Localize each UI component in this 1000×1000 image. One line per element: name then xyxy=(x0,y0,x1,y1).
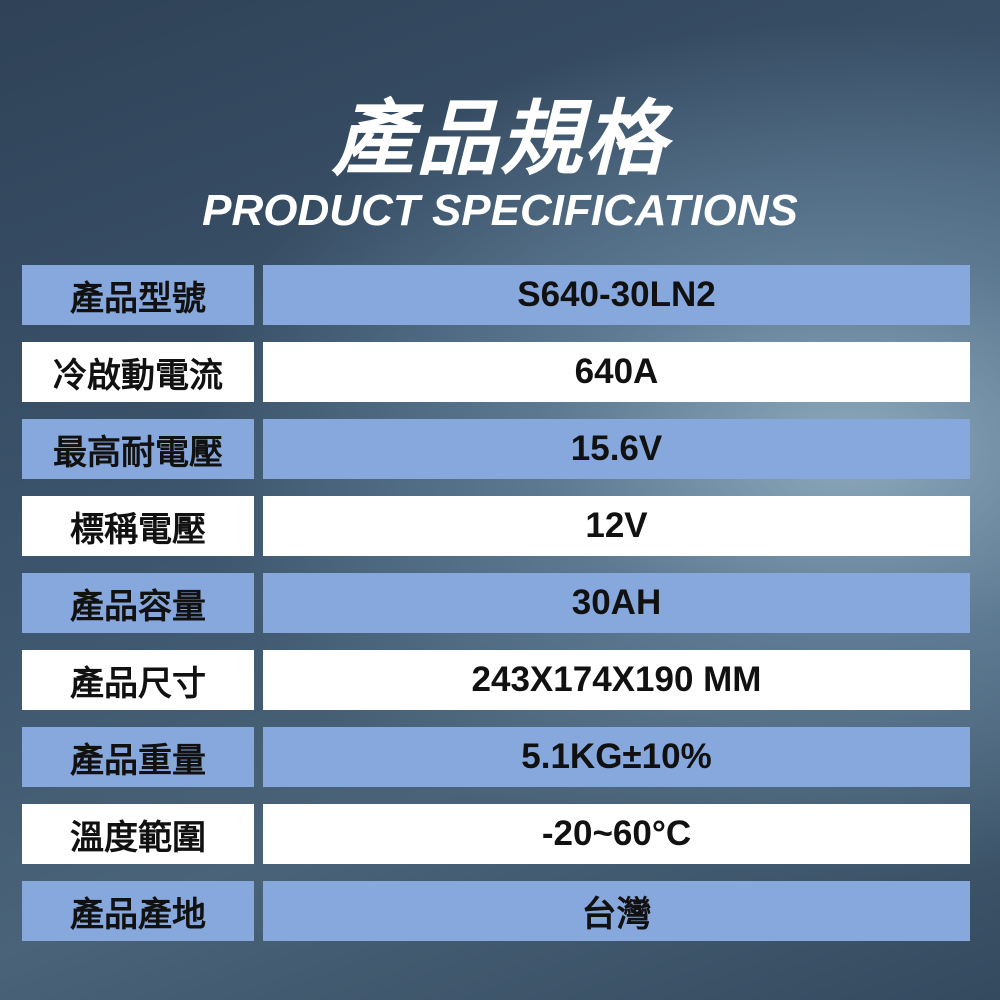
table-row: 最高耐電壓 15.6V xyxy=(22,419,970,479)
spec-label: 產品重量 xyxy=(22,727,254,787)
table-row: 產品產地 台灣 xyxy=(22,881,970,941)
spec-value: 5.1KG±10% xyxy=(263,727,970,787)
table-row: 標稱電壓 12V xyxy=(22,496,970,556)
spec-label: 標稱電壓 xyxy=(22,496,254,556)
spec-label: 冷啟動電流 xyxy=(22,342,254,402)
table-row: 溫度範圍 -20~60°C xyxy=(22,804,970,864)
spec-label: 最高耐電壓 xyxy=(22,419,254,479)
spec-label: 產品型號 xyxy=(22,265,254,325)
spec-value: S640-30LN2 xyxy=(263,265,970,325)
page-subtitle: PRODUCT SPECIFICATIONS xyxy=(202,186,798,235)
spec-value: 243X174X190 MM xyxy=(263,650,970,710)
spec-value: 640A xyxy=(263,342,970,402)
page-title: 產品規格 xyxy=(332,92,668,187)
spec-value: 12V xyxy=(263,496,970,556)
spec-value: 30AH xyxy=(263,573,970,633)
spec-label: 溫度範圍 xyxy=(22,804,254,864)
spec-label: 產品容量 xyxy=(22,573,254,633)
table-row: 產品尺寸 243X174X190 MM xyxy=(22,650,970,710)
table-row: 產品容量 30AH xyxy=(22,573,970,633)
spec-label: 產品產地 xyxy=(22,881,254,941)
table-row: 產品重量 5.1KG±10% xyxy=(22,727,970,787)
spec-value: 台灣 xyxy=(263,881,970,941)
table-row: 冷啟動電流 640A xyxy=(22,342,970,402)
spec-label: 產品尺寸 xyxy=(22,650,254,710)
spec-value: 15.6V xyxy=(263,419,970,479)
table-row: 產品型號 S640-30LN2 xyxy=(22,265,970,325)
spec-value: -20~60°C xyxy=(263,804,970,864)
